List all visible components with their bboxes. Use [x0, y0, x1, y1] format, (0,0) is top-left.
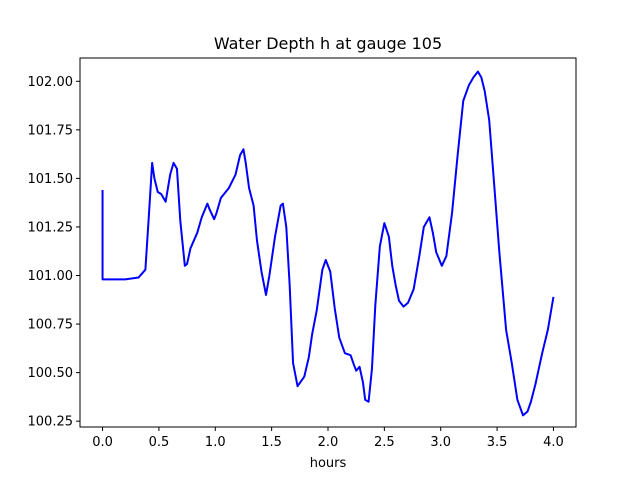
plot-area [101, 70, 555, 417]
x-tick-label: 3.5 [487, 435, 508, 450]
y-tick-label: 100.75 [28, 318, 74, 333]
y-tick-label: 101.75 [28, 123, 74, 138]
chart-title: Water Depth h at gauge 105 [214, 34, 442, 53]
y-tick-label: 101.50 [28, 172, 74, 187]
y-axis: 100.25 100.50 100.75 101.00 101.25 101.50 101.… [28, 75, 80, 430]
series-line [101, 70, 555, 417]
y-tick-label: 102.00 [28, 75, 74, 90]
x-tick-label: 4.0 [543, 435, 564, 450]
x-tick-label: 1.5 [261, 435, 282, 450]
x-tick-label: 0.0 [92, 435, 113, 450]
x-tick-label: 1.0 [205, 435, 226, 450]
y-tick-label: 101.25 [28, 220, 74, 235]
y-tick-label: 100.50 [28, 366, 74, 381]
x-tick-label: 2.0 [318, 435, 339, 450]
x-axis: 0.0 0.5 1.0 1.5 2.0 2.5 3.0 3.5 4.0 [92, 427, 564, 450]
x-tick-label: 2.5 [374, 435, 395, 450]
y-tick-label: 101.00 [28, 269, 74, 284]
x-axis-label: hours [310, 456, 347, 471]
x-tick-label: 3.0 [430, 435, 451, 450]
x-tick-label: 0.5 [149, 435, 170, 450]
y-tick-label: 100.25 [28, 415, 74, 430]
